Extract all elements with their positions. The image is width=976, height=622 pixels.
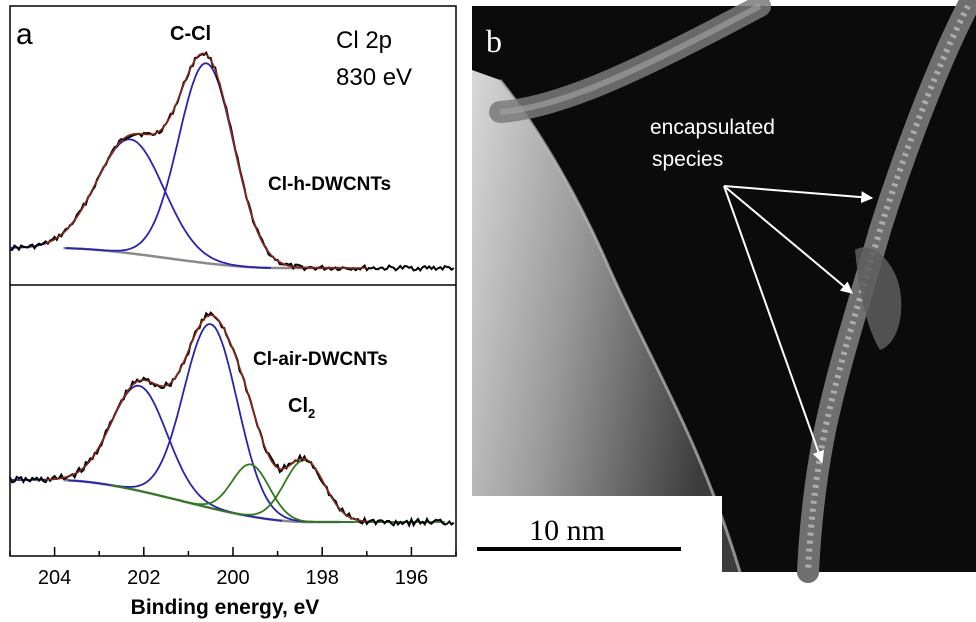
x-tick-label: 198 <box>306 567 339 589</box>
side-blob <box>855 247 902 350</box>
sample-label-bottom: Cl-air-DWCNTs <box>253 349 388 370</box>
bundle-edge <box>498 79 742 573</box>
spectra-layer <box>9 51 455 528</box>
arrow-species-1 <box>723 185 874 204</box>
nanotube-bundle <box>472 70 740 572</box>
sample-label-top: Cl-h-DWCNTs <box>268 174 391 195</box>
arrow-species-2 <box>723 185 853 294</box>
x-tick-label: 200 <box>216 567 249 589</box>
arrow-species-3 <box>723 185 825 464</box>
x-axis: 204 202 200 198 196 <box>9 547 457 589</box>
panel-b: b encapsulated species 10 nm <box>472 0 976 583</box>
x-axis-label: Binding energy, eV <box>131 596 320 619</box>
scalebar-box <box>472 496 722 572</box>
panel-letter-a: a <box>16 18 33 51</box>
component-peak-2-3 <box>110 463 394 523</box>
panel-a: 204 202 200 198 196 a C-Cl Cl 2p 830 eV Cl-h… <box>9 5 457 619</box>
cl2-label-sub: 2 <box>308 406 315 421</box>
filled-nanotube-core <box>805 4 971 573</box>
energy-label: 830 eV <box>336 64 412 91</box>
annotation-line2: species <box>652 148 723 171</box>
fit-envelope-2 <box>45 314 367 523</box>
upper-tube-highlight <box>499 3 762 115</box>
x-tick-label: 204 <box>38 567 71 589</box>
scalebar-label: 10 nm <box>529 514 605 547</box>
cl2p-label: Cl 2p <box>336 27 392 54</box>
cl2-label-base: Cl <box>288 395 308 417</box>
x-tick-label: 196 <box>395 567 428 589</box>
panel-letter-b: b <box>486 23 502 59</box>
c-cl-label: C-Cl <box>170 23 211 45</box>
cl2-label: Cl2 <box>288 395 315 421</box>
fit-envelope-1 <box>45 52 367 269</box>
x-tick-label: 202 <box>127 567 160 589</box>
annotation-line1: encapsulated <box>650 116 775 139</box>
